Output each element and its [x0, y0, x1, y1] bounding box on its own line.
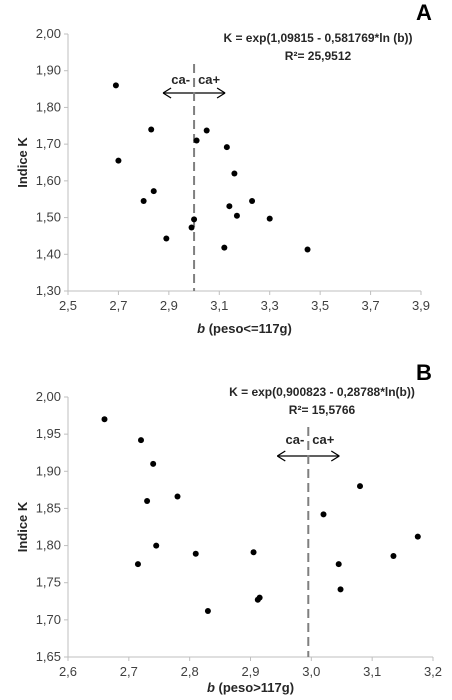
data-point — [226, 203, 233, 210]
data-point — [233, 212, 240, 219]
chart-panel-a: 1,30 1,40 1,50 1,60 1,70 1,80 1,90 2,00 2,5 2,7 2,… — [15, 0, 432, 336]
data-point — [150, 188, 157, 195]
x-axis-label-rest: (peso>117g) — [215, 680, 294, 695]
y-tick-label: 1,60 — [36, 173, 61, 188]
data-point — [115, 157, 122, 164]
data-point — [134, 561, 141, 568]
data-point — [254, 596, 261, 603]
r-squared-label: R²= 15,5766 — [289, 403, 356, 417]
data-point — [357, 483, 363, 490]
x-tick-label: 2,6 — [59, 664, 77, 679]
y-tick-label: 1,85 — [36, 500, 61, 515]
x-tick-label: 2,5 — [59, 298, 77, 313]
x-tick-label: 3,9 — [412, 298, 430, 313]
y-tick-label: 1,80 — [36, 99, 61, 114]
y-axis-label: Indice K — [15, 137, 30, 188]
y-tick-label: 1,80 — [36, 538, 61, 553]
data-point — [320, 511, 327, 518]
data-point — [153, 542, 160, 549]
data-point — [112, 82, 119, 89]
data-point — [390, 552, 397, 559]
r-squared-label: R²= 25,9512 — [285, 49, 352, 63]
y-tick-label: 1,95 — [36, 426, 61, 441]
y-tick-label: 1,70 — [36, 136, 61, 151]
regression-equation: K = exp(1,09815 - 0,581769*ln (b)) — [223, 31, 412, 45]
arrow-right-head-icon — [330, 450, 340, 462]
x-axis-label-italic: b — [207, 680, 215, 695]
panel-letter: A — [416, 0, 432, 25]
y-tick-label: 1,75 — [36, 575, 61, 590]
arrow-right-head-icon — [216, 87, 226, 99]
data-point — [337, 586, 344, 593]
x-axis-label-italic: b — [197, 321, 205, 336]
y-tick-label: 1,90 — [36, 463, 61, 478]
data-point — [150, 460, 157, 467]
x-tick-label: 3,7 — [362, 298, 380, 313]
data-point — [223, 144, 230, 151]
data-point — [101, 416, 108, 423]
x-axis-label-rest: (peso<=117g) — [205, 321, 292, 336]
data-point — [193, 137, 200, 144]
x-tick-label: 2,7 — [109, 298, 127, 313]
regression-equation: K = exp(0,900823 - 0,28788*ln(b)) — [229, 385, 415, 399]
arrow-left-label: ca- — [171, 72, 190, 87]
x-tick-label: 3,1 — [210, 298, 228, 313]
arrow-right-label: ca+ — [198, 72, 220, 87]
chart-panel-b: 1,65 1,70 1,75 1,80 1,85 1,90 1,95 2,00 2,6 2,7 2,… — [15, 360, 442, 695]
data-point — [335, 561, 342, 568]
data-point — [304, 246, 311, 253]
y-tick-label: 1,65 — [36, 649, 61, 664]
panel-letter: B — [416, 360, 432, 385]
x-tick-label: 2,9 — [241, 664, 259, 679]
data-point — [266, 215, 273, 222]
data-point — [144, 498, 151, 504]
y-tick-label: 1,90 — [36, 63, 61, 78]
y-tick-label: 2,00 — [36, 26, 61, 41]
y-tick-label: 1,50 — [36, 210, 61, 225]
x-tick-label: 3,1 — [363, 664, 381, 679]
x-tick-label: 3,5 — [311, 298, 329, 313]
data-point — [188, 224, 195, 231]
data-point — [192, 550, 199, 557]
data-point — [174, 493, 181, 500]
data-point — [163, 235, 170, 242]
y-tick-label: 1,30 — [36, 283, 61, 298]
data-point — [203, 127, 210, 134]
x-tick-label: 2,8 — [181, 664, 199, 679]
data-point — [250, 549, 257, 556]
x-tick-label: 2,9 — [160, 298, 178, 313]
y-tick-label: 1,70 — [36, 612, 61, 627]
x-tick-label: 3,2 — [424, 664, 442, 679]
data-point — [249, 198, 256, 205]
data-point — [148, 126, 155, 133]
data-point — [140, 198, 147, 205]
x-tick-label: 3,0 — [302, 664, 320, 679]
arrow-left-label: ca- — [285, 432, 304, 447]
data-point — [204, 607, 211, 614]
arrow-left-head-icon — [276, 450, 286, 462]
x-tick-label: 2,7 — [120, 664, 138, 679]
x-axis-label: b (peso>117g) — [207, 680, 294, 695]
y-axis-label: Indice K — [15, 501, 30, 552]
arrow-left-head-icon — [162, 87, 172, 99]
data-point — [414, 533, 421, 540]
y-tick-label: 2,00 — [36, 389, 61, 404]
data-point — [191, 216, 198, 223]
x-tick-label: 3,3 — [261, 298, 279, 313]
y-tick-label: 1,40 — [36, 246, 61, 261]
x-axis-label: b (peso<=117g) — [197, 321, 292, 336]
data-point — [138, 437, 144, 444]
arrow-right-label: ca+ — [312, 432, 334, 447]
data-point — [231, 170, 238, 177]
data-point — [221, 244, 228, 251]
